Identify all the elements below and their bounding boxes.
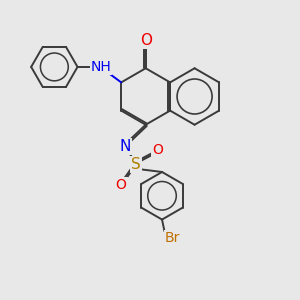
Text: N: N bbox=[119, 139, 130, 154]
Text: O: O bbox=[116, 178, 126, 192]
Text: S: S bbox=[131, 157, 141, 172]
Text: Br: Br bbox=[165, 231, 180, 245]
Text: NH: NH bbox=[91, 60, 111, 74]
Text: O: O bbox=[140, 33, 152, 48]
Text: O: O bbox=[152, 143, 163, 157]
